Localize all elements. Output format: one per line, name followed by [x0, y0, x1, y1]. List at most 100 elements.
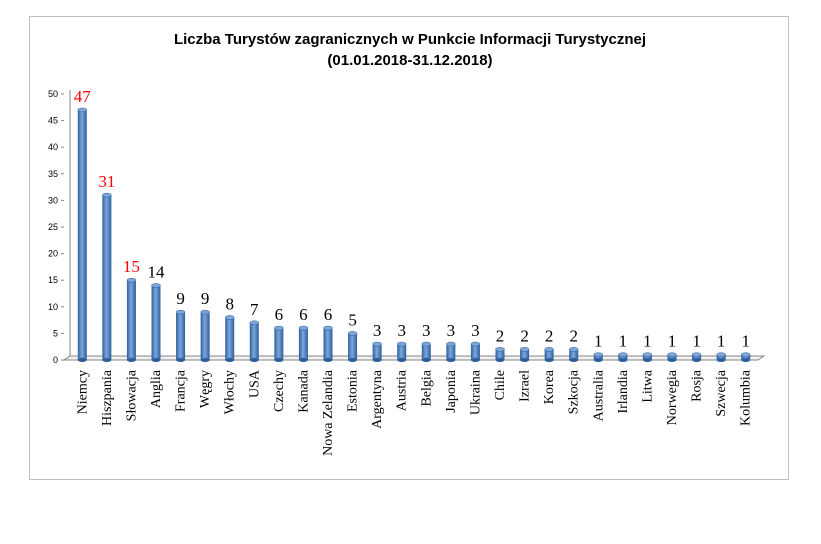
bar-top	[422, 342, 431, 346]
bar-front	[127, 280, 136, 360]
bar	[176, 310, 185, 362]
value-label: 31	[98, 172, 115, 191]
bar-base	[618, 358, 627, 362]
value-label: 1	[741, 332, 750, 351]
value-label: 3	[422, 321, 431, 340]
bar-front	[176, 312, 185, 360]
x-tick-label: Czechy	[272, 370, 287, 412]
bar-top	[176, 310, 185, 314]
x-tick-label: Anglia	[149, 369, 164, 408]
chart-frame: Liczba Turystów zagranicznych w Punkcie …	[29, 16, 789, 480]
value-label: 3	[397, 321, 406, 340]
y-tick-label: 30	[48, 195, 58, 205]
x-tick-label: Korea	[542, 369, 557, 404]
bar-top	[78, 108, 87, 112]
bar-front	[152, 286, 161, 360]
bar-base	[373, 358, 382, 362]
value-label: 7	[250, 300, 259, 319]
bar-top	[594, 353, 603, 357]
x-tick-label: Norwegia	[665, 369, 680, 425]
x-tick-label: Austria	[395, 369, 410, 411]
y-tick-label: 20	[48, 249, 58, 259]
value-label: 3	[471, 321, 480, 340]
bar	[299, 326, 308, 362]
bar-front	[348, 333, 357, 360]
bar-base	[520, 358, 529, 362]
bar-top	[496, 347, 505, 351]
value-label: 1	[594, 332, 603, 351]
bar-top	[397, 342, 406, 346]
bar-base	[102, 358, 111, 362]
bar-base	[717, 358, 726, 362]
bar	[618, 353, 627, 362]
bar-base	[397, 358, 406, 362]
bar-top	[569, 347, 578, 351]
y-tick-label: 15	[48, 275, 58, 285]
bar	[78, 108, 87, 362]
bar-top	[446, 342, 455, 346]
bar-base	[225, 358, 234, 362]
bar-base	[176, 358, 185, 362]
bar-base	[446, 358, 455, 362]
bar-top	[299, 326, 308, 330]
bar-base	[692, 358, 701, 362]
value-label: 6	[299, 305, 308, 324]
y-tick-label: 0	[53, 355, 58, 365]
value-label: 1	[619, 332, 628, 351]
x-tick-label: Chile	[493, 370, 508, 400]
bar-base	[643, 358, 652, 362]
bar-front	[471, 344, 480, 360]
bar-front	[250, 323, 259, 360]
value-label: 6	[324, 305, 333, 324]
y-tick-label: 25	[48, 222, 58, 232]
bar-base	[545, 358, 554, 362]
bar	[668, 353, 677, 362]
x-tick-label: Słowacja	[124, 369, 139, 421]
bar-top	[274, 326, 283, 330]
bar-top	[348, 331, 357, 335]
x-tick-label: Izrael	[518, 370, 533, 402]
x-tick-label: Estonia	[346, 369, 361, 412]
bar-front	[373, 344, 382, 360]
bar-front	[225, 317, 234, 360]
x-tick-label: Litwa	[640, 369, 655, 402]
bar-base	[127, 358, 136, 362]
bar	[446, 342, 455, 362]
bar	[250, 321, 259, 362]
bar-top	[373, 342, 382, 346]
bar-front	[397, 344, 406, 360]
value-label: 1	[643, 332, 652, 351]
bar-base	[422, 358, 431, 362]
bar-base	[471, 358, 480, 362]
value-label: 14	[148, 263, 166, 282]
bar-front	[446, 344, 455, 360]
y-tick-label: 5	[53, 328, 58, 338]
bar-base	[250, 358, 259, 362]
x-tick-label: Irlandia	[616, 369, 631, 413]
x-tick-label: Włochy	[223, 370, 238, 414]
y-tick-label: 10	[48, 302, 58, 312]
chart-x-tick-labels: Niemcy Hiszpania Słowacja Anglia Francja Węgr…	[75, 369, 753, 456]
y-tick-label: 50	[48, 89, 58, 99]
value-label: 1	[668, 332, 677, 351]
x-tick-label: Nowa Zelandia	[321, 369, 336, 456]
bar	[348, 331, 357, 362]
value-label: 2	[545, 326, 554, 345]
bar-top	[692, 353, 701, 357]
x-tick-label: Kolumbia	[739, 369, 754, 426]
bar-base	[668, 358, 677, 362]
bar-base	[741, 358, 750, 362]
x-tick-label: Australia	[591, 369, 606, 421]
value-label: 15	[123, 257, 140, 276]
bar	[373, 342, 382, 362]
value-label: 3	[447, 321, 456, 340]
x-tick-label: Rosja	[690, 369, 705, 402]
bar-top	[741, 353, 750, 357]
y-tick-label: 40	[48, 142, 58, 152]
chart-value-labels: 473115 149 9 8 7 6 6 6 53 3 3 3 3 2 2 2 2 1 1 1 1 1 1 1	[74, 87, 750, 351]
chart-subtitle: (01.01.2018-31.12.2018)	[327, 52, 492, 69]
bar	[397, 342, 406, 362]
value-label: 6	[275, 305, 284, 324]
value-label: 1	[692, 332, 701, 351]
bar	[545, 347, 554, 362]
